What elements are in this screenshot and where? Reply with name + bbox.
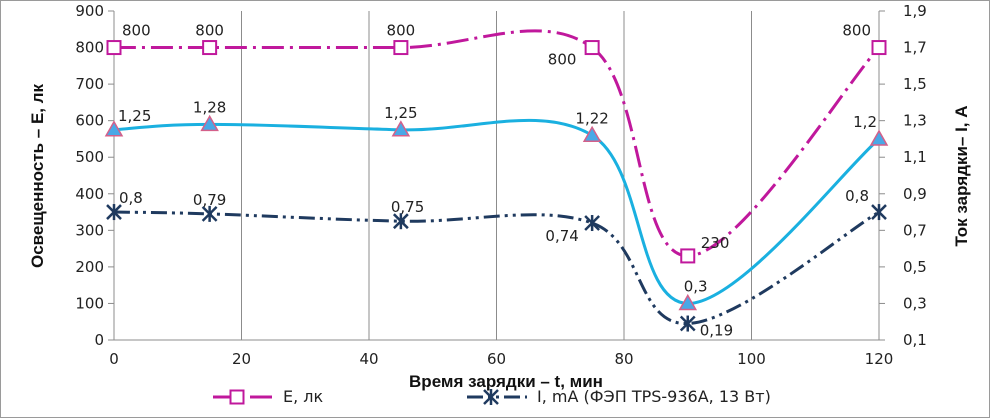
series-0-label-1: 800 <box>195 22 224 40</box>
legend-marker-0 <box>229 389 245 405</box>
right-y-tick-label-1: 0,3 <box>903 294 927 312</box>
left-y-tick-label-3: 300 <box>75 221 104 239</box>
x-tick-labels: 0 20 40 60 80 100 120 <box>109 350 893 368</box>
data-labels: 1,25 1,28 1,25 1,22 0,3 1,2 800 800 800 800 230 800… <box>118 22 877 340</box>
right-y-tick-label-0: 0,1 <box>903 331 927 349</box>
left-y-tick-labels: 0 100 200 300 400 500 600 700 800 900 <box>75 2 104 349</box>
right-y-tick-label-7: 1,5 <box>903 75 927 93</box>
x-tick-label-1: 20 <box>232 350 251 368</box>
x-tick-label-5: 100 <box>737 350 766 368</box>
series-1-label-0: 0,8 <box>119 189 143 207</box>
series-2-point-3 <box>582 125 602 143</box>
right-y-tick-label-4: 0,9 <box>903 185 927 203</box>
series-0-point-5 <box>871 40 887 56</box>
series-1-label-1: 0,79 <box>193 191 226 209</box>
series-0-point-4 <box>680 248 696 264</box>
x-tick-label-0: 0 <box>109 350 119 368</box>
x-tick-label-3: 60 <box>487 350 506 368</box>
series-2-point-1 <box>200 114 219 132</box>
series-2-label-1: 1,28 <box>193 98 226 116</box>
left-y-tick-label-5: 500 <box>75 148 104 166</box>
right-y-tick-labels: 0,1 0,3 0,5 0,7 0,9 1,1 1,3 1,5 1,7 1,9 <box>903 2 927 349</box>
left-y-tick-label-9: 900 <box>75 2 104 20</box>
series-2-label-4: 0,3 <box>684 277 708 295</box>
series-1-point-2 <box>392 213 409 230</box>
left-y-tick-label-2: 200 <box>75 258 104 276</box>
series-line-2 <box>113 118 880 305</box>
left-y-tick-label-7: 700 <box>75 75 104 93</box>
left-y-axis-title: Освещенность – Е, лк <box>28 83 47 268</box>
right-y-axis-title: Ток зарядки– I, А <box>952 105 971 246</box>
series-0-point-0 <box>106 40 122 56</box>
series-2-point-2 <box>391 120 411 137</box>
right-y-tick-label-2: 0,5 <box>903 258 927 276</box>
x-tick-label-4: 80 <box>614 350 633 368</box>
series-1-point-3 <box>584 215 601 232</box>
series-0-point-1 <box>202 40 218 56</box>
series-1-label-2: 0,75 <box>391 198 424 216</box>
series-0-label-0: 800 <box>122 22 151 40</box>
left-y-tick-label-1: 100 <box>75 294 104 312</box>
series-1-label-3: 0,74 <box>545 227 578 245</box>
legend-marker-1 <box>483 389 499 405</box>
left-y-tick-label-8: 800 <box>75 39 104 57</box>
x-tick-label-6: 120 <box>865 350 894 368</box>
series-1-point-4 <box>679 315 696 332</box>
series-layer <box>104 29 889 332</box>
series-0-label-3: 800 <box>548 51 577 69</box>
right-y-tick-label-3: 0,7 <box>903 221 927 239</box>
series-0-point-3 <box>584 40 600 56</box>
left-y-tick-label-6: 600 <box>75 112 104 130</box>
series-0-label-2: 800 <box>387 22 416 40</box>
right-y-tick-label-9: 1,9 <box>903 2 927 20</box>
axes <box>108 10 885 341</box>
series-2-label-5: 1,2 <box>853 113 877 131</box>
series-0-point-2 <box>393 40 409 56</box>
series-2-point-4 <box>678 293 698 311</box>
right-y-tick-label-5: 1,1 <box>903 148 927 166</box>
series-1-point-0 <box>106 204 122 221</box>
series-0-label-4: 230 <box>701 234 730 252</box>
series-0-label-5: 800 <box>842 22 871 40</box>
series-line-1 <box>113 210 880 326</box>
series-2-point-5 <box>869 129 889 146</box>
series-1-point-1 <box>201 205 218 222</box>
legend: Е, лк I, mA (ФЭП TPS-936A, 13 Вт) <box>213 387 771 406</box>
series-2-label-3: 1,22 <box>575 109 608 127</box>
legend-label-0: Е, лк <box>283 387 324 406</box>
series-1-label-4: 0,19 <box>700 322 733 340</box>
series-1-point-5 <box>871 204 887 221</box>
right-y-tick-label-8: 1,7 <box>903 39 927 57</box>
left-y-tick-label-0: 0 <box>94 331 104 349</box>
left-y-tick-label-4: 400 <box>75 185 104 203</box>
x-axis-title: Время зарядки – t, мин <box>409 372 603 391</box>
x-tick-label-2: 40 <box>359 350 378 368</box>
series-line-0 <box>113 29 881 258</box>
legend-label-1: I, mA (ФЭП TPS-936A, 13 Вт) <box>537 387 771 406</box>
series-1-label-5: 0,8 <box>845 187 869 205</box>
series-2-point-0 <box>104 120 124 137</box>
right-y-tick-label-6: 1,3 <box>903 112 927 130</box>
series-2-label-0: 1,25 <box>118 107 151 125</box>
series-2-label-2: 1,25 <box>384 104 417 122</box>
